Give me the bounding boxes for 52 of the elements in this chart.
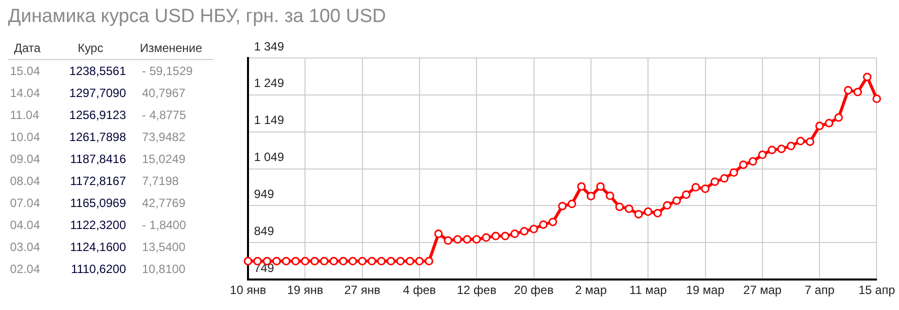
x-tick-label: 2 мар	[575, 283, 608, 298]
text: 7,7198	[141, 173, 180, 190]
text: - 1,8400	[141, 217, 188, 234]
text: 1238,5561	[68, 63, 127, 80]
x-tick-label: 15 апр	[858, 283, 896, 298]
text: 15,0249	[141, 151, 186, 168]
text: 02.04	[9, 261, 42, 278]
text: - 4,8775	[141, 107, 188, 124]
x-tick-label: 20 фев	[514, 283, 554, 298]
text: 73,9482	[141, 129, 186, 146]
text: 08.04	[9, 173, 42, 190]
text: 1187,8416	[69, 151, 127, 168]
text: Динамика курса USD НБУ, грн. за 100 USD	[8, 6, 387, 28]
y-tick-label: 849	[254, 224, 274, 238]
text: - 59,1529	[141, 63, 194, 80]
x-tick-label: 27 мар	[743, 283, 782, 298]
text: 1110,6200	[70, 261, 127, 278]
text: 03.04	[9, 239, 42, 256]
y-tick-label: 949	[254, 187, 274, 202]
text: 10,8100	[141, 261, 186, 278]
text: 13,5400	[141, 239, 186, 256]
text: 07.04	[9, 195, 42, 212]
x-tick-label: 12 фев	[456, 283, 496, 298]
x-tick-label: 11 мар	[629, 283, 668, 298]
text: 15.04	[9, 63, 42, 80]
text: 1297,7090	[68, 85, 127, 102]
text: Дата	[13, 40, 42, 57]
x-tick-label: 10 янв	[230, 283, 266, 298]
text: 1165,0969	[69, 195, 127, 212]
y-tick-label: 1 149	[254, 113, 284, 128]
y-tick-label: 1 249	[254, 76, 284, 90]
text: 1172,8167	[69, 173, 127, 190]
text: 40,7967	[141, 85, 186, 102]
x-tick-label: 7 апр	[804, 283, 835, 298]
text: Изменение	[138, 40, 204, 57]
text: 09.04	[9, 151, 42, 168]
text: 1124,1600	[69, 239, 127, 256]
x-tick-label: 19 мар	[686, 283, 725, 298]
text: 04.04	[9, 217, 42, 234]
text: 1261,7898	[68, 129, 127, 146]
text: 1122,3200	[69, 217, 127, 234]
x-tick-label: 4 фев	[403, 283, 436, 298]
text: 10.04	[9, 129, 42, 146]
x-tick-label: 27 янв	[344, 283, 380, 298]
text: Курс	[76, 40, 104, 57]
text: 42,7769	[141, 195, 186, 212]
x-tick-label: 19 янв	[287, 283, 324, 298]
text: 11.04	[9, 107, 40, 124]
text: 1256,9123	[68, 107, 127, 124]
y-tick-label: 1 349	[254, 39, 284, 54]
text: 14.04	[9, 85, 42, 102]
y-tick-label: 1 049	[254, 150, 284, 164]
